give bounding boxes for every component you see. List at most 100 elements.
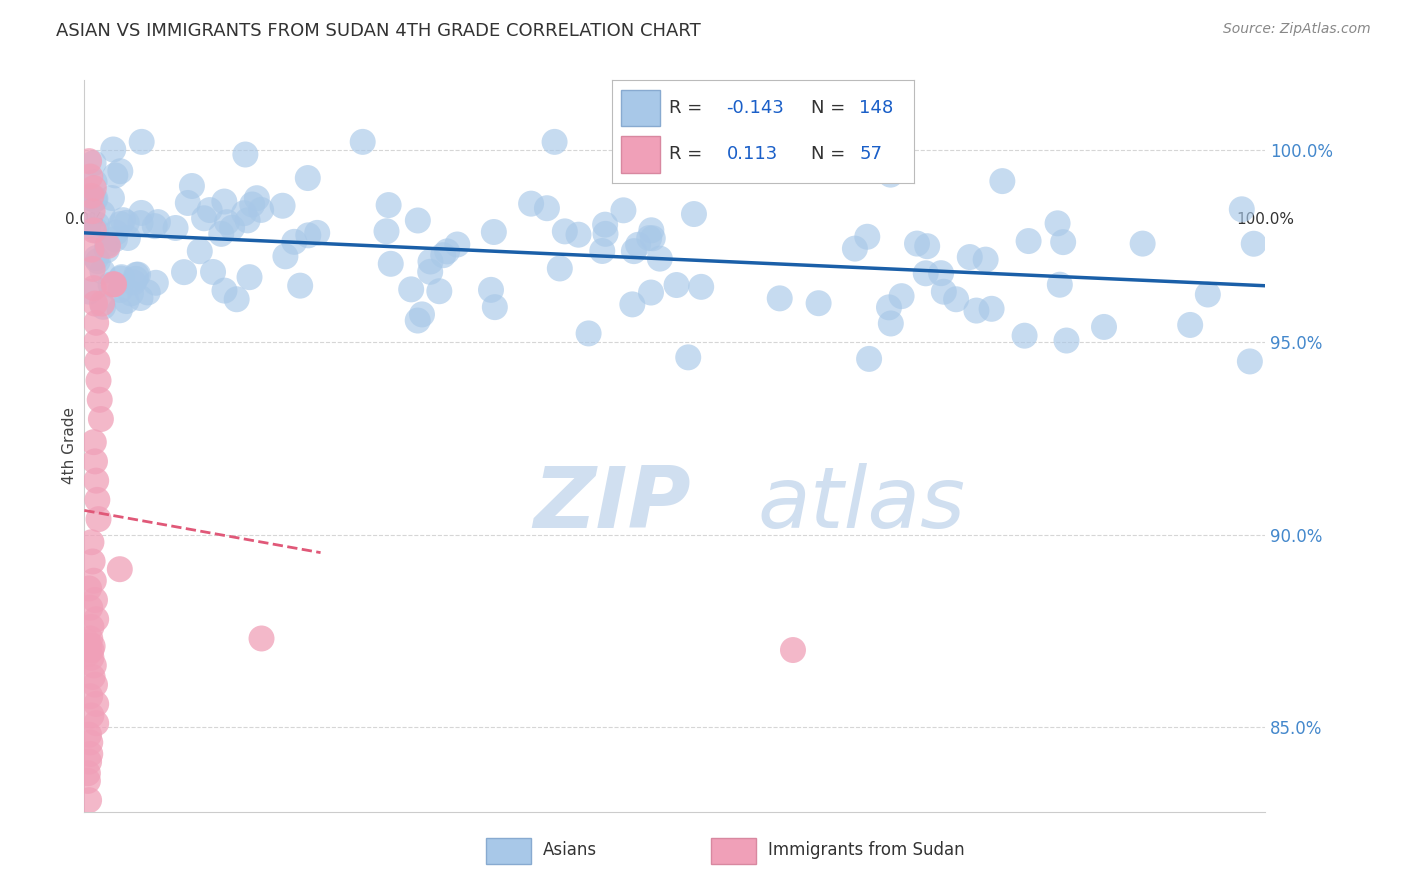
Point	[915, 239, 938, 253]
Point	[432, 248, 454, 262]
Point	[980, 301, 1002, 316]
Point	[80, 650, 103, 665]
Point	[89, 392, 111, 407]
Point	[271, 199, 294, 213]
Point	[84, 334, 107, 349]
Point	[82, 670, 104, 684]
Point	[683, 207, 706, 221]
Point	[110, 217, 132, 231]
Y-axis label: 4th Grade: 4th Grade	[62, 408, 77, 484]
Point	[100, 277, 122, 292]
Point	[96, 244, 118, 258]
Point	[250, 202, 273, 217]
Point	[399, 282, 422, 296]
Point	[77, 766, 100, 780]
Point	[578, 326, 600, 341]
Point	[90, 412, 112, 426]
Point	[238, 270, 260, 285]
Bar	[620, 89, 659, 127]
Point	[124, 272, 146, 286]
Point	[96, 237, 118, 252]
Point	[858, 351, 880, 366]
Point	[84, 454, 107, 468]
Point	[77, 755, 100, 769]
Point	[769, 291, 792, 305]
Point	[548, 261, 571, 276]
Point	[221, 220, 243, 235]
Point	[436, 244, 458, 259]
Point	[82, 554, 104, 568]
Point	[110, 270, 132, 285]
Point	[173, 265, 195, 279]
Text: ASIAN VS IMMIGRANTS FROM SUDAN 4TH GRADE CORRELATION CHART: ASIAN VS IMMIGRANTS FROM SUDAN 4TH GRADE…	[56, 22, 702, 40]
Point	[1132, 236, 1154, 251]
Point	[127, 268, 149, 282]
Point	[80, 188, 103, 202]
Point	[129, 216, 152, 230]
Point	[484, 300, 506, 314]
Point	[97, 239, 120, 253]
Point	[1049, 277, 1071, 292]
Point	[103, 143, 125, 157]
Point	[965, 303, 987, 318]
Point	[87, 374, 110, 388]
Point	[240, 197, 263, 211]
Point	[307, 226, 329, 240]
Point	[283, 235, 305, 249]
Point	[83, 175, 105, 189]
Point	[77, 728, 100, 742]
Point	[91, 296, 114, 310]
Text: R =: R =	[669, 145, 702, 163]
Point	[77, 647, 100, 661]
Point	[297, 171, 319, 186]
Point	[250, 632, 273, 646]
Point	[104, 232, 127, 246]
Point	[1239, 354, 1261, 368]
Point	[77, 793, 100, 807]
Point	[1092, 320, 1115, 334]
Point	[554, 224, 576, 238]
Point	[80, 243, 103, 257]
Point	[79, 747, 101, 761]
Point	[91, 300, 114, 314]
Point	[974, 252, 997, 267]
Point	[690, 280, 713, 294]
Point	[246, 191, 269, 205]
Point	[83, 181, 105, 195]
Text: N =: N =	[811, 145, 845, 163]
Point	[143, 219, 166, 234]
Point	[84, 716, 107, 731]
Point	[914, 266, 936, 280]
Point	[82, 261, 104, 276]
Point	[905, 236, 928, 251]
Point	[80, 708, 103, 723]
Point	[82, 204, 104, 219]
Point	[380, 257, 402, 271]
Point	[83, 435, 105, 450]
Point	[479, 283, 502, 297]
Point	[83, 281, 105, 295]
Point	[856, 229, 879, 244]
Point	[77, 154, 100, 169]
Point	[595, 227, 617, 241]
Text: N =: N =	[811, 99, 845, 117]
Point	[877, 301, 900, 315]
Point	[202, 265, 225, 279]
Point	[108, 303, 131, 318]
Point	[91, 264, 114, 278]
Point	[623, 244, 645, 259]
Point	[104, 226, 127, 240]
Text: atlas: atlas	[758, 463, 966, 546]
Point	[844, 242, 866, 256]
Point	[419, 265, 441, 279]
Point	[84, 223, 107, 237]
Point	[419, 254, 441, 268]
Point	[82, 639, 104, 653]
Point	[115, 294, 138, 309]
Point	[84, 593, 107, 607]
Point	[482, 225, 505, 239]
Point	[91, 206, 114, 220]
Text: 0.113: 0.113	[727, 145, 778, 163]
Point	[567, 227, 589, 242]
Point	[84, 612, 107, 626]
